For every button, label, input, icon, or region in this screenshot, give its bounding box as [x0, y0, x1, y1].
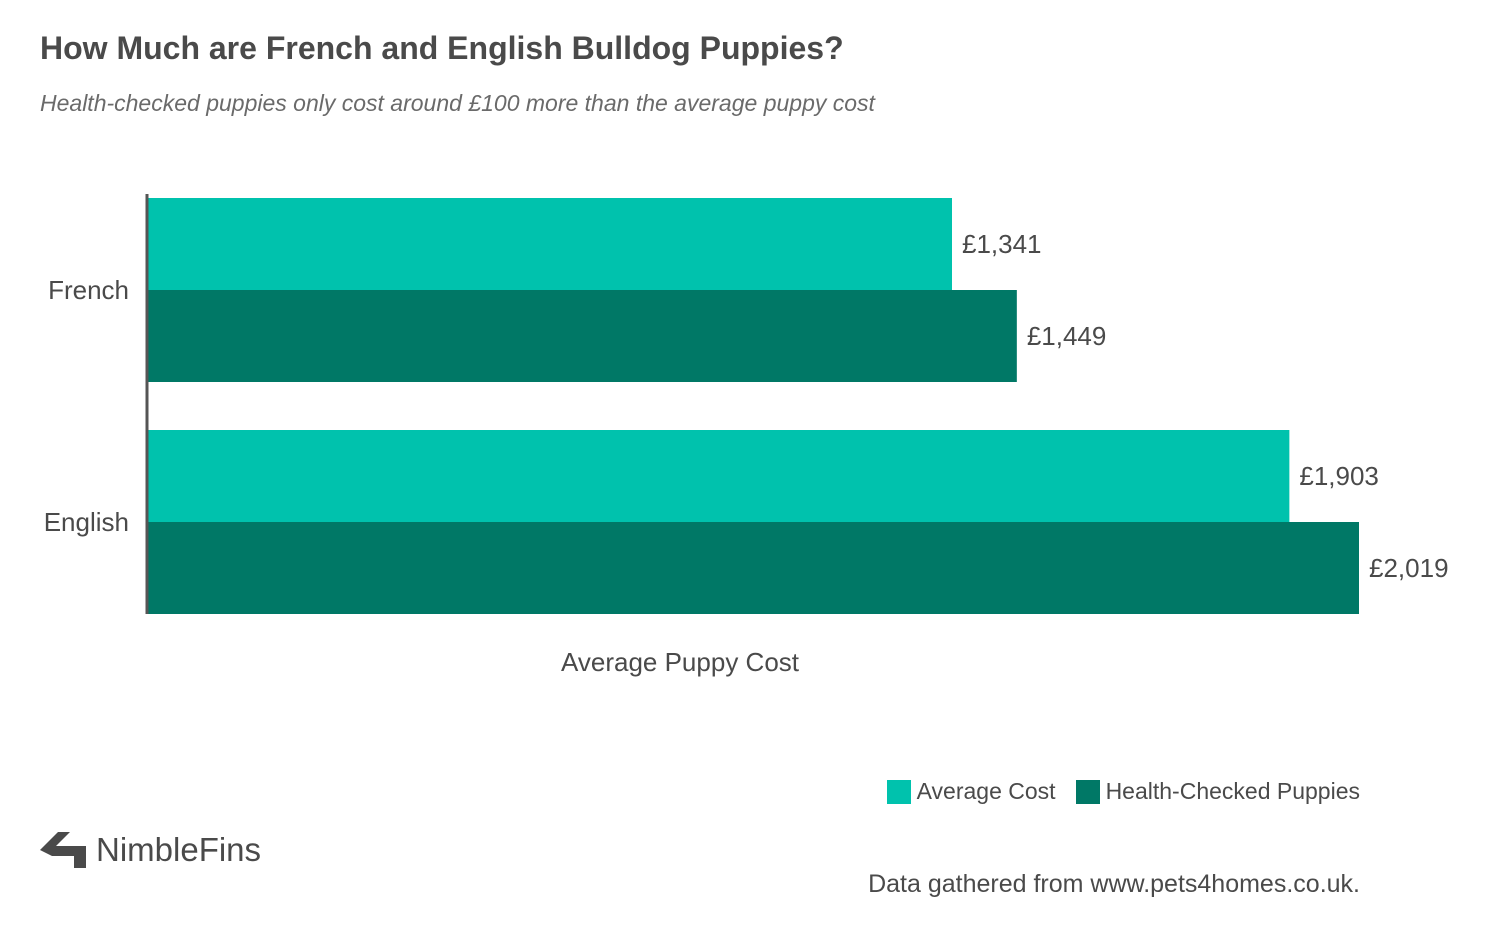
bar-english-average-cost: [147, 430, 1290, 522]
category-label-english: English: [44, 507, 129, 537]
legend-label-average-cost: Average Cost: [916, 778, 1056, 804]
data-label-english-1: £2,019: [1369, 553, 1449, 583]
data-source-note: Data gathered from www.pets4homes.co.uk.: [868, 870, 1360, 898]
legend-item-average-cost: Average Cost: [886, 778, 1056, 805]
bar-chart: £1,341 £1,449 French £1,903 £2,019 English Ave…: [44, 194, 1449, 677]
chart-title: How Much are French and English Bulldog …: [40, 30, 844, 66]
brand-name: NimbleFins: [96, 831, 262, 868]
bar-french-health-checked-puppies: [147, 290, 1017, 382]
brand-logo: NimbleFins: [40, 830, 261, 870]
legend: Average Cost Health-Checked Puppies: [867, 778, 1360, 805]
bar-french-average-cost: [147, 198, 952, 290]
category-label-french: French: [48, 275, 129, 305]
legend-swatch-health-checked: [1075, 779, 1100, 804]
data-label-english-0: £1,903: [1299, 461, 1379, 491]
legend-swatch-average-cost: [886, 779, 911, 804]
legend-item-health-checked: Health-Checked Puppies: [1075, 778, 1360, 805]
x-axis-label: Average Puppy Cost: [561, 647, 800, 677]
data-label-french-1: £1,449: [1027, 321, 1107, 351]
legend-label-health-checked: Health-Checked Puppies: [1105, 778, 1360, 804]
nimblefins-logo-icon: [40, 832, 86, 868]
bar-english-health-checked-puppies: [147, 522, 1359, 614]
chart-subtitle: Health-checked puppies only cost around …: [40, 90, 875, 116]
data-label-french-0: £1,341: [962, 229, 1042, 259]
